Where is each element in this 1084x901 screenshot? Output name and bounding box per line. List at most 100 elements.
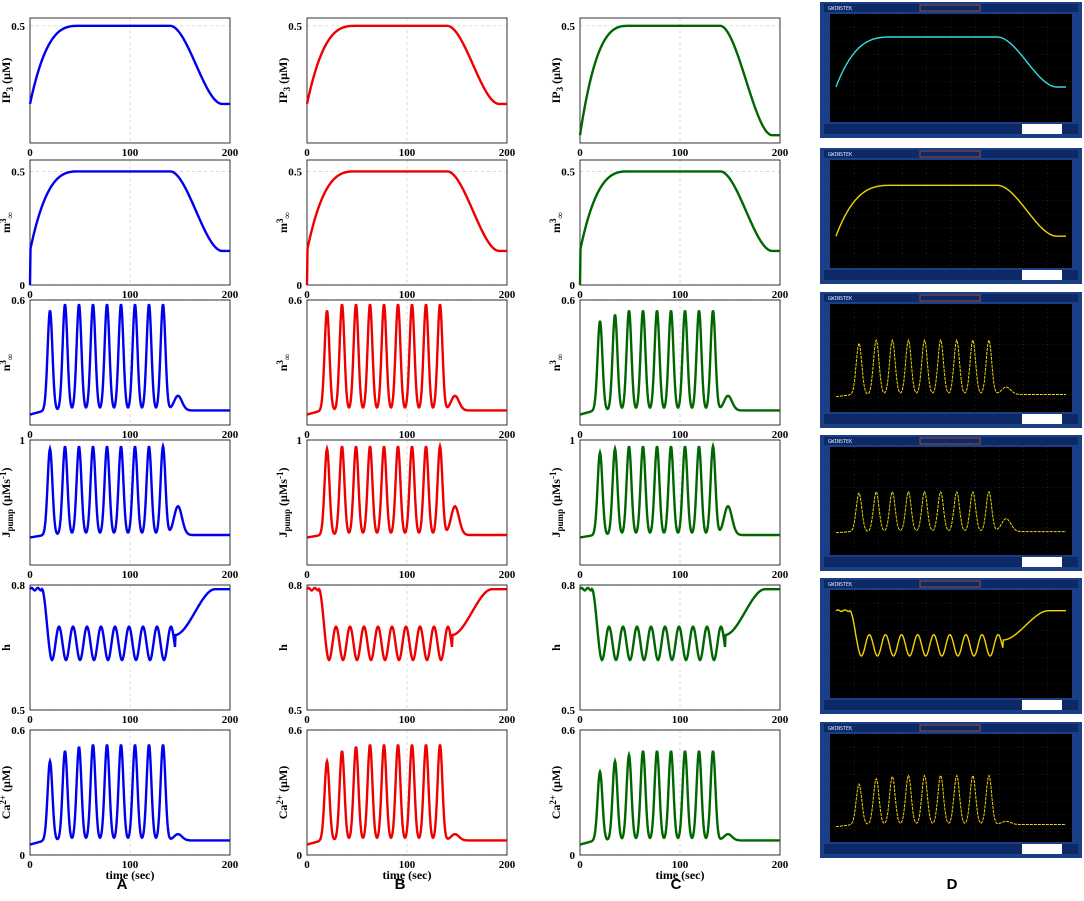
y-axis-label-part: J [0,531,13,537]
panel-m3-b: 0 100 200 0 0.5 m3∞ [275,159,516,301]
x-tick-label: 100 [399,429,416,441]
column-label-c: C [671,876,682,893]
panel-m3-c: 0 100 200 0 0.5 m3∞ [548,159,789,301]
scope-trigger-indicator [919,294,981,302]
x-tick-label: 200 [499,147,516,159]
y-axis-label-part: 3 [555,86,565,91]
scope-brand-text: GWINSTEK [828,582,852,588]
panel-n3-a: 0 100 200 0.6 n3∞ [0,295,239,441]
y-axis-label-part: IP [549,91,563,103]
scope-footer [824,124,1078,134]
y-axis-label-part: (µM) [549,766,563,795]
y-tick-label: 0.5 [288,21,302,33]
x-tick-label: 100 [122,859,139,871]
scope-brand-text: GWINSTEK [828,152,852,158]
y-axis-label: n3∞ [548,354,565,372]
panel-m3-a: 0 100 200 0 0.5 m3∞ [0,159,239,301]
x-tick-label: 0 [304,429,310,441]
x-tick-label: 0 [27,429,33,441]
y-axis-label-part: ∞ [555,212,565,218]
y-tick-label: 0.6 [561,725,575,737]
x-tick-label: 200 [772,289,789,301]
x-tick-label: 0 [304,569,310,581]
y-tick-label: 0.6 [288,295,302,307]
y-axis-label-part: ∞ [282,354,292,360]
y-tick-label: 0.5 [561,705,575,717]
y-axis-label-part: (µM) [276,766,290,795]
y-axis-label-part: Ca [0,805,13,820]
y-axis-label-part: 3 [282,86,292,91]
y-axis-label: Ca2+ (µM) [0,766,13,820]
y-axis-label: m3∞ [275,212,292,233]
x-tick-label: 200 [772,147,789,159]
plot-frame [29,17,231,144]
plot-frame [579,17,781,144]
y-axis-label-part: -1 [275,471,285,479]
scope-footer [824,700,1078,710]
y-axis-label-part: m [0,223,13,233]
scope-readout-box [1022,844,1062,854]
y-axis-label-part: h [0,644,13,651]
series-line-ca-b [306,744,507,846]
scope-readout-box [1022,414,1062,424]
series-line-n3-a [29,303,230,416]
x-tick-label: 200 [772,714,789,726]
y-axis-label-part: (µM) [0,58,13,87]
y-axis-label-part: ∞ [555,354,565,360]
x-tick-label: 100 [672,147,689,159]
x-tick-label: 0 [577,289,583,301]
x-tick-label: 0 [577,859,583,871]
scope-brand-text: GWINSTEK [828,296,852,302]
y-axis-label-part: 2+ [0,795,8,805]
y-tick-label: 0.6 [11,725,25,737]
x-tick-label: 0 [304,859,310,871]
panel-ca-c: 0 100 200 0 0.6 Ca2+ (µM) time (sec) [548,725,789,882]
panel-n3-b: 0 100 200 0.6 n3∞ [275,295,516,441]
y-axis-label-part: (µM) [549,58,563,87]
scope-readout-box [1022,270,1062,280]
column-label-d: D [947,876,958,893]
y-axis-label-part: IP [0,91,13,103]
y-axis-label-part: 3 [5,86,15,91]
y-tick-label: 0 [297,280,303,292]
x-tick-label: 100 [399,569,416,581]
series-line-ip3-c [578,24,780,137]
series-line-jpump-c [579,441,780,539]
y-axis-label-part: n [549,364,563,371]
series-line-n3-b [306,303,507,416]
y-tick-label: 0.5 [561,166,575,178]
y-axis-label: Ca2+ (µM) [275,766,290,820]
x-tick-label: 100 [122,147,139,159]
scope-footer [824,844,1078,854]
y-axis-label-part: n [0,364,13,371]
x-tick-label: 0 [27,714,33,726]
scope-footer [824,270,1078,280]
scope-trigger-indicator [919,150,981,158]
y-tick-label: 0 [20,280,26,292]
y-axis-label: h [0,644,13,651]
x-tick-label: 100 [399,147,416,159]
y-axis-label-part: -1 [548,471,558,479]
series-line-m3-c [578,170,780,286]
y-axis-label: n3∞ [275,354,292,372]
y-axis-label-part: 3 [275,218,285,223]
scope-trace-jpump [835,490,1066,534]
y-tick-label: 0 [570,280,576,292]
plot-frame [579,439,781,566]
x-tick-label: 200 [499,429,516,441]
y-tick-label: 1 [297,435,303,447]
scope-brand-text: GWINSTEK [828,6,852,12]
y-axis-label: Ca2+ (µM) [548,766,563,820]
scope-trigger-indicator [919,580,981,588]
y-axis-label-part: 3 [548,360,558,365]
plot-frame [579,159,781,286]
x-tick-label: 100 [672,714,689,726]
y-tick-label: 0.5 [561,21,575,33]
y-axis-label-part: J [549,531,563,537]
column-label-a: A [117,876,128,893]
scope-panel-m3: GWINSTEK [820,148,1082,284]
oscilloscope-column: GWINSTEK GWINSTEK GWINSTEK GWINSTEK GWINSTEK… [820,2,1082,858]
y-tick-label: 0.8 [11,580,25,592]
